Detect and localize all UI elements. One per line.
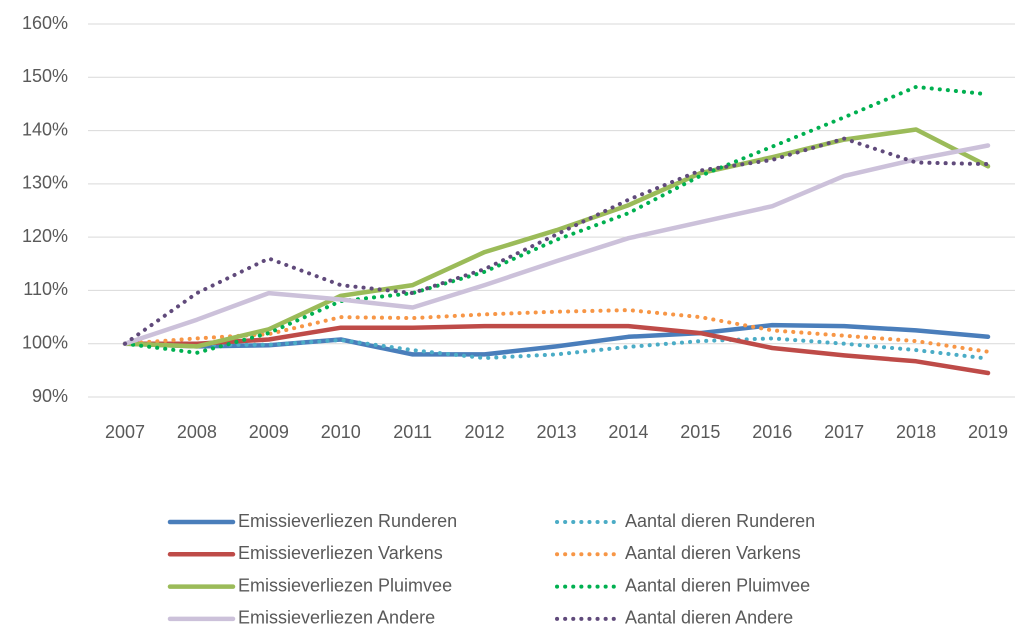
legend: Emissieverliezen Runderen Aantal dieren R…	[167, 511, 815, 628]
x-tick-label: 2017	[824, 422, 864, 442]
series-line	[122, 143, 991, 346]
x-tick-label: 2010	[321, 422, 361, 442]
series-line	[123, 136, 990, 346]
x-tick-label: 2019	[968, 422, 1008, 442]
y-tick-label: 140%	[22, 119, 68, 139]
y-tick-label: 100%	[22, 332, 68, 352]
x-tick-label: 2009	[249, 422, 289, 442]
x-tick-label: 2015	[680, 422, 720, 442]
y-tick-label: 110%	[23, 279, 68, 299]
series-line	[122, 323, 991, 376]
x-tick-label: 2018	[896, 422, 936, 442]
y-tick-label: 120%	[22, 226, 68, 246]
legend-label: Emissieverliezen Pluimvee	[238, 575, 452, 595]
x-tick-label: 2008	[177, 422, 217, 442]
x-tick-label: 2016	[752, 422, 792, 442]
x-tick-label: 2014	[608, 422, 648, 442]
x-tick-label: 2013	[536, 422, 576, 442]
x-tick-label: 2007	[105, 422, 145, 442]
legend-label: Aantal dieren Varkens	[625, 543, 801, 563]
y-tick-label: 90%	[32, 386, 68, 406]
y-tick-label: 130%	[22, 173, 68, 193]
y-tick-label: 160%	[22, 13, 68, 33]
x-tick-label: 2011	[393, 422, 432, 442]
legend-label: Emissieverliezen Andere	[238, 608, 435, 628]
y-tick-label: 150%	[22, 66, 68, 86]
x-tick-label: 2012	[465, 422, 505, 442]
legend-label: Emissieverliezen Varkens	[238, 543, 443, 563]
legend-label: Aantal dieren Pluimvee	[625, 575, 810, 595]
series-line	[122, 127, 991, 349]
legend-label: Emissieverliezen Runderen	[238, 511, 457, 531]
series-line	[122, 322, 991, 357]
series-line	[123, 336, 990, 361]
series-line	[123, 84, 990, 355]
legend-label: Aantal dieren Runderen	[625, 511, 815, 531]
legend-label: Aantal dieren Andere	[625, 608, 793, 628]
